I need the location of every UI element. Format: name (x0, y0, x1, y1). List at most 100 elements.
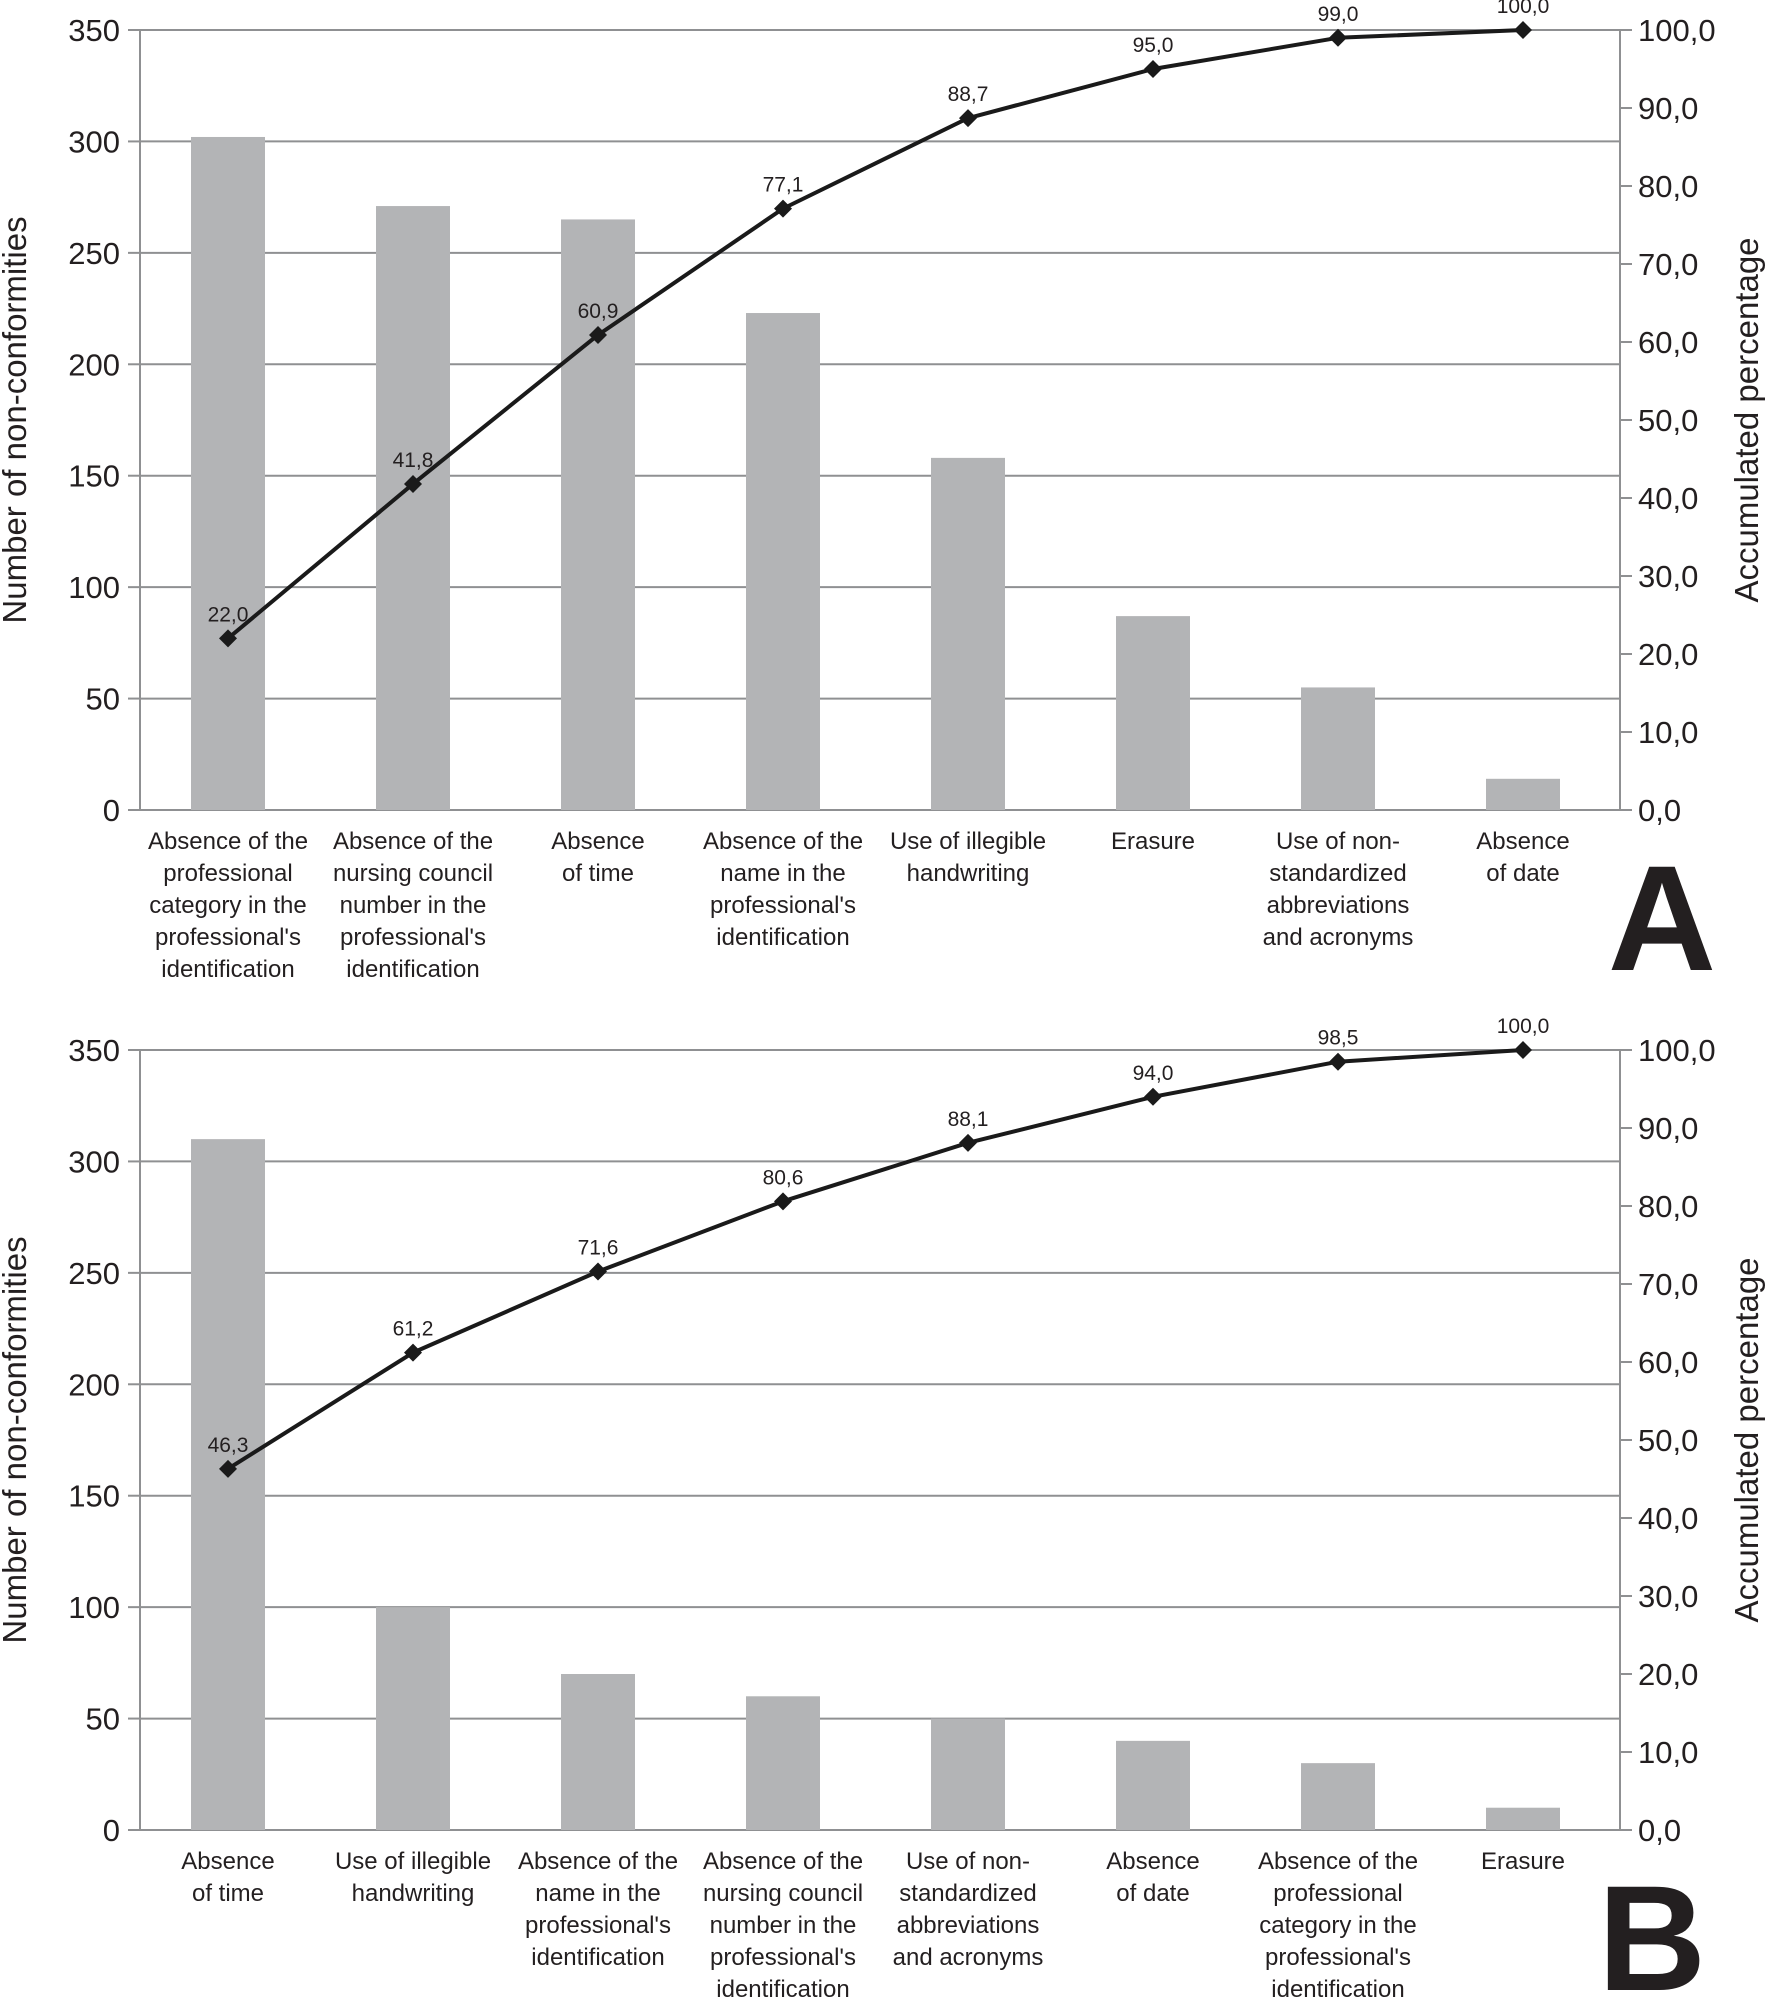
cumulative-data-label: 100,0 (1497, 0, 1550, 18)
y-tick-label: 0 (103, 1813, 120, 1848)
y2-tick-label: 40,0 (1638, 481, 1698, 516)
y2-tick-label: 50,0 (1638, 1423, 1698, 1458)
x-tick-label: professional's (155, 924, 301, 951)
x-tick-label: professional's (340, 924, 486, 951)
y2-axis-label: Accumulated percentage (1728, 237, 1765, 602)
x-tick-label: standardized (899, 1880, 1036, 1907)
y2-tick-label: 10,0 (1638, 715, 1698, 750)
y-tick-label: 50 (86, 1702, 120, 1737)
y-tick-label: 200 (68, 1367, 120, 1402)
y2-tick-label: 20,0 (1638, 637, 1698, 672)
x-tick-label: identification (716, 924, 849, 951)
cumulative-point (1514, 21, 1532, 39)
y-tick-label: 350 (68, 13, 120, 48)
bar (191, 136, 265, 810)
x-tick-label: Use of non- (1276, 828, 1400, 855)
pareto-chart-a: 0 50 100 150 200 250 300 350 0,0 10,0 20,0 30,0 40,0… (0, 0, 1765, 1002)
x-tick-label: Use of non- (906, 1848, 1030, 1875)
x-tick-label: Absence of the (333, 828, 493, 855)
cumulative-line (226, 28, 1524, 640)
y2-tick-label: 0,0 (1638, 1813, 1681, 1848)
y2-tick-label: 20,0 (1638, 1657, 1698, 1692)
cumulative-data-label: 46,3 (208, 1434, 249, 1457)
bar (376, 1607, 450, 1830)
cumulative-data-label: 88,1 (948, 1108, 989, 1131)
x-tick-label: of time (192, 1880, 264, 1907)
y2-tick-label: 80,0 (1638, 1189, 1698, 1224)
x-tick-label: of time (562, 860, 634, 887)
x-tick-label: number in the (710, 1912, 857, 1939)
x-tick-label: Absence of the (518, 1848, 678, 1875)
x-tick-label: Absence (181, 1848, 274, 1875)
y-axis-label: Number of non-conformities (0, 216, 33, 623)
x-tick-label: Absence (1476, 828, 1569, 855)
x-tick-label: and acronyms (893, 1944, 1044, 1971)
cumulative-data-label: 22,0 (208, 603, 249, 626)
cumulative-point (1144, 1087, 1162, 1106)
x-tick-label: professional (1273, 1880, 1402, 1907)
x-tick-label: of date (1116, 1880, 1189, 1907)
x-tick-label: Absence of the (148, 828, 308, 855)
y-tick-label: 150 (68, 459, 120, 494)
y2-tick-label: 70,0 (1638, 247, 1698, 282)
x-tick-label: professional's (710, 892, 856, 919)
cumulative-point (219, 629, 237, 648)
y2-tick-label: 80,0 (1638, 169, 1698, 204)
cumulative-point (589, 1262, 607, 1281)
bar (1301, 687, 1375, 810)
cumulative-data-label: 99,0 (1318, 3, 1359, 26)
y-axis-label: Number of non-conformities (0, 1236, 33, 1643)
y-tick-label: 300 (68, 1144, 120, 1179)
panel-label: B (1598, 1854, 1706, 2000)
x-tick-label: Absence of the (703, 828, 863, 855)
x-tick-label: Use of illegible (335, 1848, 491, 1875)
y-tick-label: 250 (68, 1256, 120, 1291)
x-tick-label: of date (1486, 860, 1559, 887)
bar (746, 1696, 820, 1830)
y-tick-label: 100 (68, 570, 120, 605)
bar (1116, 1740, 1190, 1830)
cumulative-data-label: 98,5 (1318, 1027, 1359, 1050)
y2-tick-label: 90,0 (1638, 1111, 1698, 1146)
y2-tick-label: 0,0 (1638, 793, 1681, 828)
x-tick-label: professional's (1265, 1944, 1411, 1971)
cumulative-point (959, 1133, 977, 1152)
y2-tick-label: 40,0 (1638, 1501, 1698, 1536)
y-tick-label: 0 (103, 793, 120, 828)
cumulative-data-label: 95,0 (1133, 34, 1174, 57)
cumulative-point (1329, 1052, 1347, 1071)
bar (1486, 1807, 1560, 1830)
bar (561, 1674, 635, 1830)
x-tick-label: Absence (1106, 1848, 1199, 1875)
x-tick-label: abbreviations (1267, 892, 1410, 919)
bar (746, 313, 820, 810)
x-tick-label: Use of illegible (890, 828, 1046, 855)
cumulative-data-label: 71,6 (578, 1237, 619, 1260)
x-tick-label: category in the (149, 892, 306, 919)
cumulative-point (959, 109, 977, 128)
bar (1486, 778, 1560, 810)
cumulative-data-label: 41,8 (393, 449, 434, 472)
cumulative-point (404, 1343, 422, 1362)
x-tick-label: category in the (1259, 1912, 1416, 1939)
y2-tick-label: 30,0 (1638, 1579, 1698, 1614)
y-tick-label: 250 (68, 236, 120, 271)
cumulative-point (1144, 60, 1162, 78)
y-tick-label: 150 (68, 1479, 120, 1514)
x-tick-label: identification (531, 1944, 664, 1971)
cumulative-line (226, 1048, 1524, 1471)
cumulative-point (404, 474, 422, 493)
cumulative-data-label: 94,0 (1133, 1062, 1174, 1085)
x-tick-label: identification (716, 1976, 849, 2000)
y-tick-label: 300 (68, 124, 120, 159)
x-tick-label: handwriting (907, 860, 1030, 887)
panel-label: A (1608, 834, 1716, 1002)
x-tick-label: professional's (710, 1944, 856, 1971)
x-tick-label: Absence (551, 828, 644, 855)
y2-tick-label: 60,0 (1638, 325, 1698, 360)
cumulative-point (1329, 28, 1347, 47)
y2-tick-label: 100,0 (1638, 13, 1716, 48)
y2-tick-label: 90,0 (1638, 91, 1698, 126)
y2-tick-label: 10,0 (1638, 1735, 1698, 1770)
